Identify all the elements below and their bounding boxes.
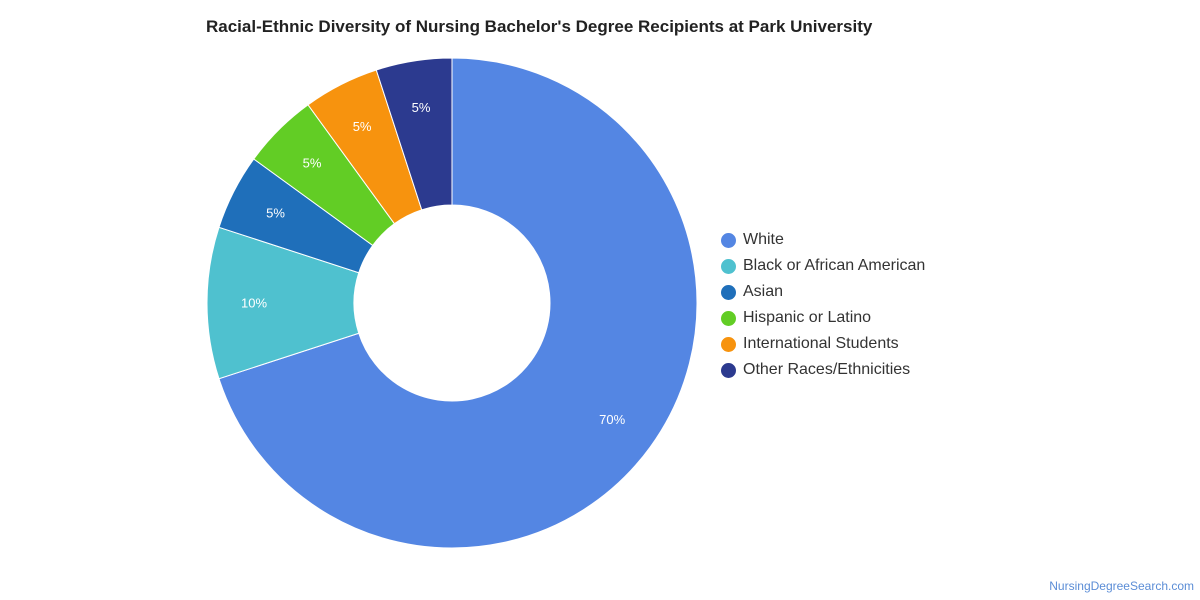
slice-label: 5% [266, 206, 285, 221]
legend-item[interactable]: Hispanic or Latino [721, 305, 925, 331]
legend-item[interactable]: White [721, 227, 925, 253]
legend-swatch-icon [721, 362, 736, 378]
site-watermark[interactable]: NursingDegreeSearch.com [1049, 579, 1194, 593]
slice-other-races-ethnicities[interactable] [375, 57, 453, 211]
legend-label: Other Races/Ethnicities [743, 361, 911, 378]
legend-label: International Students [743, 335, 899, 352]
chart-legend: White Black or African American Asian Hispa… [721, 227, 925, 383]
slice-label: 5% [303, 155, 322, 170]
slice-label: 10% [241, 296, 267, 311]
legend-swatch-icon [721, 232, 736, 248]
legend-item[interactable]: Other Races/Ethnicities [721, 357, 925, 383]
legend-item[interactable]: Black or African American [721, 253, 925, 279]
legend-swatch-icon [721, 284, 736, 300]
slice-label: 5% [353, 119, 372, 134]
legend-swatch-icon [721, 258, 736, 274]
slice-white[interactable] [218, 57, 698, 549]
slice-label: 5% [412, 100, 431, 115]
legend-label: White [743, 231, 784, 248]
legend-label: Hispanic or Latino [743, 309, 872, 326]
legend-label: Asian [743, 283, 784, 300]
legend-label: Black or African American [743, 257, 926, 274]
legend-item[interactable]: Asian [721, 279, 925, 305]
chart-title: Racial-Ethnic Diversity of Nursing Bache… [206, 17, 873, 36]
legend-swatch-icon [721, 336, 736, 352]
legend-item[interactable]: International Students [721, 331, 925, 357]
slice-label: 70% [599, 412, 625, 427]
legend-swatch-icon [721, 310, 736, 326]
